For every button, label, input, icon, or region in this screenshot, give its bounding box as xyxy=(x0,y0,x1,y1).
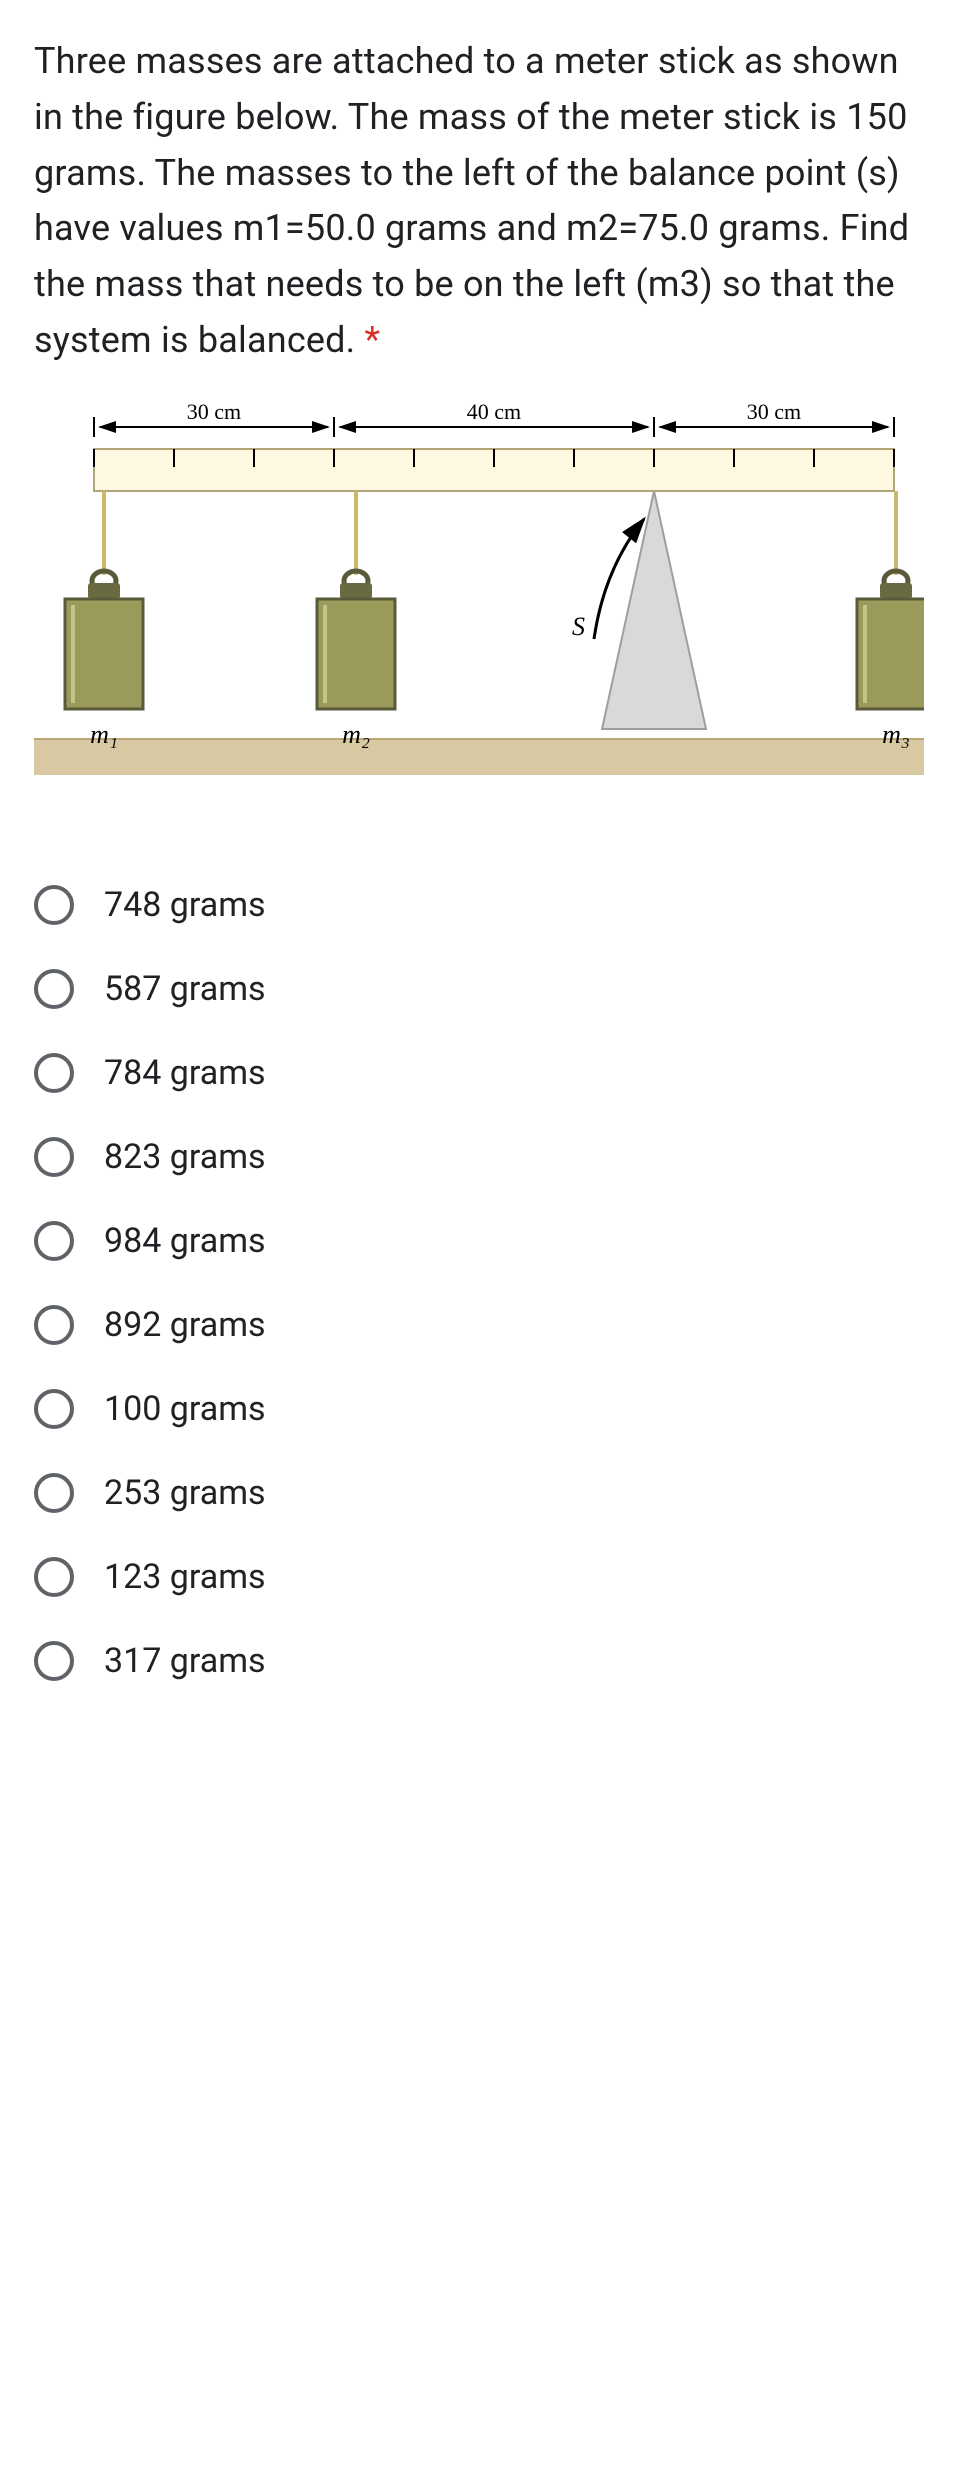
option-0[interactable]: 748 grams xyxy=(34,863,926,947)
question-body: Three masses are attached to a meter sti… xyxy=(34,40,909,361)
radio-icon[interactable] xyxy=(34,1473,74,1513)
question-text: Three masses are attached to a meter sti… xyxy=(34,34,926,369)
radio-icon[interactable] xyxy=(34,1053,74,1093)
option-label: 892 grams xyxy=(104,1305,266,1345)
option-9[interactable]: 317 grams xyxy=(34,1619,926,1703)
option-label: 748 grams xyxy=(104,885,266,925)
option-label: 784 grams xyxy=(104,1053,266,1093)
option-6[interactable]: 100 grams xyxy=(34,1367,926,1451)
svg-text:m₃: m₃ xyxy=(882,720,910,749)
option-label: 123 grams xyxy=(104,1557,266,1597)
radio-icon[interactable] xyxy=(34,1221,74,1261)
radio-icon[interactable] xyxy=(34,1137,74,1177)
option-label: 253 grams xyxy=(104,1473,266,1513)
options-list: 748 grams 587 grams 784 grams 823 grams 984 … xyxy=(34,863,926,1703)
option-8[interactable]: 123 grams xyxy=(34,1535,926,1619)
required-marker: * xyxy=(365,319,381,361)
option-label: 984 grams xyxy=(104,1221,266,1261)
svg-text:30 cm: 30 cm xyxy=(187,399,241,424)
option-3[interactable]: 823 grams xyxy=(34,1115,926,1199)
radio-icon[interactable] xyxy=(34,1305,74,1345)
svg-text:m₂: m₂ xyxy=(342,720,370,749)
svg-text:S: S xyxy=(572,612,585,641)
radio-icon[interactable] xyxy=(34,1641,74,1681)
radio-icon[interactable] xyxy=(34,885,74,925)
option-label: 317 grams xyxy=(104,1641,266,1681)
option-7[interactable]: 253 grams xyxy=(34,1451,926,1535)
option-label: 100 grams xyxy=(104,1389,266,1429)
radio-icon[interactable] xyxy=(34,1389,74,1429)
svg-text:30 cm: 30 cm xyxy=(747,399,801,424)
radio-icon[interactable] xyxy=(34,969,74,1009)
option-4[interactable]: 984 grams xyxy=(34,1199,926,1283)
physics-diagram: 30 cm 40 cm 30 cm m₁ m₂ m₃ S xyxy=(34,399,924,823)
option-2[interactable]: 784 grams xyxy=(34,1031,926,1115)
radio-icon[interactable] xyxy=(34,1557,74,1597)
option-1[interactable]: 587 grams xyxy=(34,947,926,1031)
option-label: 823 grams xyxy=(104,1137,266,1177)
option-5[interactable]: 892 grams xyxy=(34,1283,926,1367)
option-label: 587 grams xyxy=(104,969,266,1009)
svg-text:40 cm: 40 cm xyxy=(467,399,521,424)
svg-text:m₁: m₁ xyxy=(90,720,118,749)
